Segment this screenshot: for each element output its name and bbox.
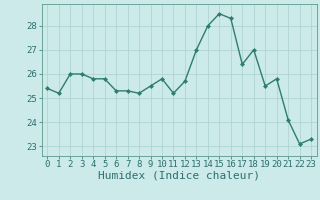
X-axis label: Humidex (Indice chaleur): Humidex (Indice chaleur): [98, 171, 260, 181]
